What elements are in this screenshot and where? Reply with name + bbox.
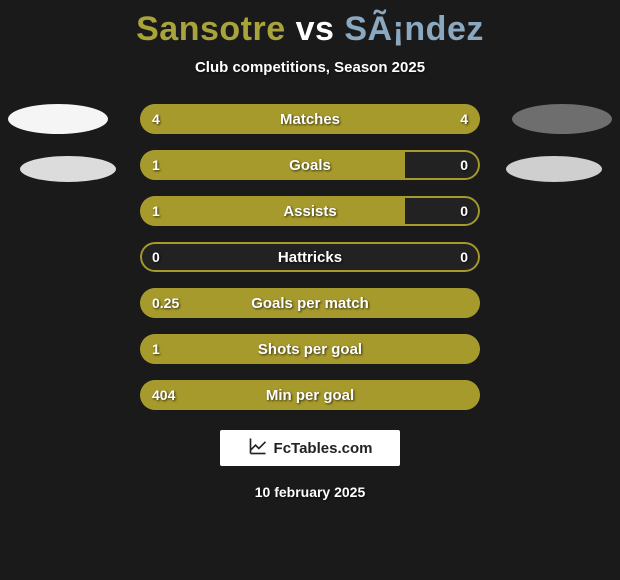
stat-value-right: 0 xyxy=(460,196,468,226)
title-player1: Sansotre xyxy=(136,10,286,48)
stat-row: Goals10 xyxy=(140,150,480,180)
stat-value-right: 0 xyxy=(460,242,468,272)
stat-row: Hattricks0 0 xyxy=(140,242,480,272)
stat-row: Matches44 xyxy=(140,104,480,134)
player1-badge-primary xyxy=(8,104,108,134)
footer-date: 10 february 2025 xyxy=(0,484,620,500)
stat-row: Min per goal404 xyxy=(140,380,480,410)
stat-border xyxy=(140,242,480,272)
subtitle: Club competitions, Season 2025 xyxy=(0,59,620,76)
stat-fill-left xyxy=(140,104,310,134)
player1-badge-secondary xyxy=(20,156,116,182)
stat-fill-left xyxy=(140,196,405,226)
stat-fill-left xyxy=(140,380,480,410)
player2-badge-primary xyxy=(512,104,612,134)
stat-fill-left xyxy=(140,334,480,364)
stat-row: Assists10 xyxy=(140,196,480,226)
chart-icon xyxy=(248,436,268,460)
title-vs: vs xyxy=(296,10,335,48)
stat-label: Hattricks xyxy=(140,242,480,272)
comparison-bars: Matches44Goals10Assists10Hattricks00Goal… xyxy=(0,104,620,410)
page-title: Sansotre vs SÃ¡ndez xyxy=(0,0,620,49)
stat-fill-right xyxy=(310,104,480,134)
footer-logo[interactable]: FcTables.com xyxy=(220,430,400,466)
stat-fill-left xyxy=(140,150,405,180)
stat-value-right: 0 xyxy=(460,150,468,180)
stat-row: Shots per goal1 xyxy=(140,334,480,364)
stat-row: Goals per match0.25 xyxy=(140,288,480,318)
stat-value-left: 0 xyxy=(152,242,160,272)
stat-fill-left xyxy=(140,288,480,318)
footer-logo-text: FcTables.com xyxy=(274,440,373,457)
title-player2: SÃ¡ndez xyxy=(344,10,484,48)
player2-badge-secondary xyxy=(506,156,602,182)
